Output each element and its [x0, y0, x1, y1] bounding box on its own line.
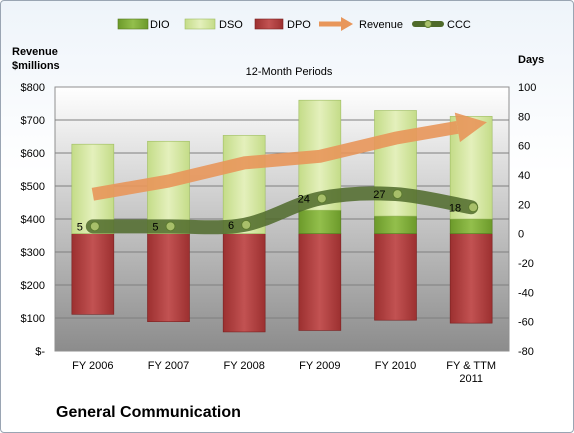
y-left-tick-label: $700: [21, 115, 45, 127]
y-right-label: Days: [518, 54, 544, 66]
legend-swatch-dso: [184, 18, 216, 30]
y-left-tick-label: $400: [21, 214, 45, 226]
legend-label: CCC: [447, 19, 471, 31]
dpo-bar: [298, 233, 342, 331]
ccc-point: [89, 221, 100, 232]
dpo-bar: [71, 233, 115, 315]
x-tick-label: 2011: [459, 373, 483, 385]
legend-label: DSO: [219, 19, 243, 31]
y-left-tick-label: $500: [21, 181, 45, 193]
x-tick-label: FY 2010: [375, 360, 416, 372]
y-left-tick-label: $200: [21, 280, 45, 292]
y-right-tick-label: -60: [518, 317, 534, 329]
company-name: General Communication: [56, 404, 241, 421]
revenue-arrowhead: [454, 112, 487, 143]
y-right-tick-label: -80: [518, 346, 534, 358]
ccc-data-label: 5: [152, 221, 158, 233]
dpo-bar: [374, 233, 417, 321]
x-tick-label: FY & TTM: [446, 360, 496, 372]
y-right-tick-label: 60: [518, 141, 530, 153]
ccc-data-label: 5: [77, 221, 83, 233]
y-right-tick-label: 0: [518, 229, 524, 241]
ccc-data-label: 18: [449, 202, 461, 214]
y-right-tick-label: -40: [518, 287, 534, 299]
legend-swatch-dpo: [254, 18, 284, 30]
x-tick-label: FY 2006: [72, 360, 113, 372]
x-tick-label: FY 2007: [148, 360, 189, 372]
legend: DIO DSO DPO Revenue CCC: [117, 17, 471, 31]
dio-bar: [449, 218, 493, 234]
legend-swatch-dio: [117, 18, 149, 30]
y-left-label-line2: $millions: [12, 60, 60, 72]
ccc-point: [165, 221, 176, 232]
legend-ccc-point: [424, 20, 432, 28]
ccc-data-label: 24: [298, 193, 310, 205]
y-right-tick-label: 20: [518, 199, 530, 211]
ccc-data-label: 27: [373, 189, 385, 201]
y-left-tick-label: $100: [21, 313, 45, 325]
y-left-tick-label: $800: [21, 82, 45, 94]
x-tick-label: FY 2008: [223, 360, 264, 372]
y-left-tick-label: $600: [21, 148, 45, 160]
dio-bar: [298, 209, 342, 234]
chart-title: 12-Month Periods: [246, 66, 333, 78]
y-right-tick-label: 80: [518, 111, 530, 123]
legend-revenue-arrowhead: [341, 17, 353, 31]
ccc-data-label: 6: [228, 220, 234, 232]
x-tick-label: FY 2009: [299, 360, 340, 372]
ccc-point: [392, 189, 403, 200]
ccc-point: [316, 193, 327, 204]
y-left-tick-label: $-: [35, 346, 45, 358]
dio-bar: [374, 215, 417, 234]
legend-label: Revenue: [359, 19, 403, 31]
legend-label: DIO: [150, 19, 170, 31]
dpo-bar: [222, 233, 266, 333]
y-left-tick-label: $300: [21, 247, 45, 259]
y-left-label-line1: Revenue: [12, 46, 58, 58]
labels-group: $- $100 $200 $300 $400 $500 $600 $700 $800 -80 -60…: [21, 82, 537, 385]
ccc-point: [241, 219, 252, 230]
revenue-line: [91, 120, 459, 201]
dpo-bar: [147, 233, 190, 322]
y-right-tick-label: 40: [518, 170, 530, 182]
y-right-tick-label: -20: [518, 258, 534, 270]
legend-label: DPO: [287, 19, 311, 31]
dpo-bar: [449, 233, 493, 324]
y-right-tick-label: 100: [518, 82, 536, 94]
lines-group: [85, 112, 487, 235]
ccc-point: [468, 202, 479, 213]
